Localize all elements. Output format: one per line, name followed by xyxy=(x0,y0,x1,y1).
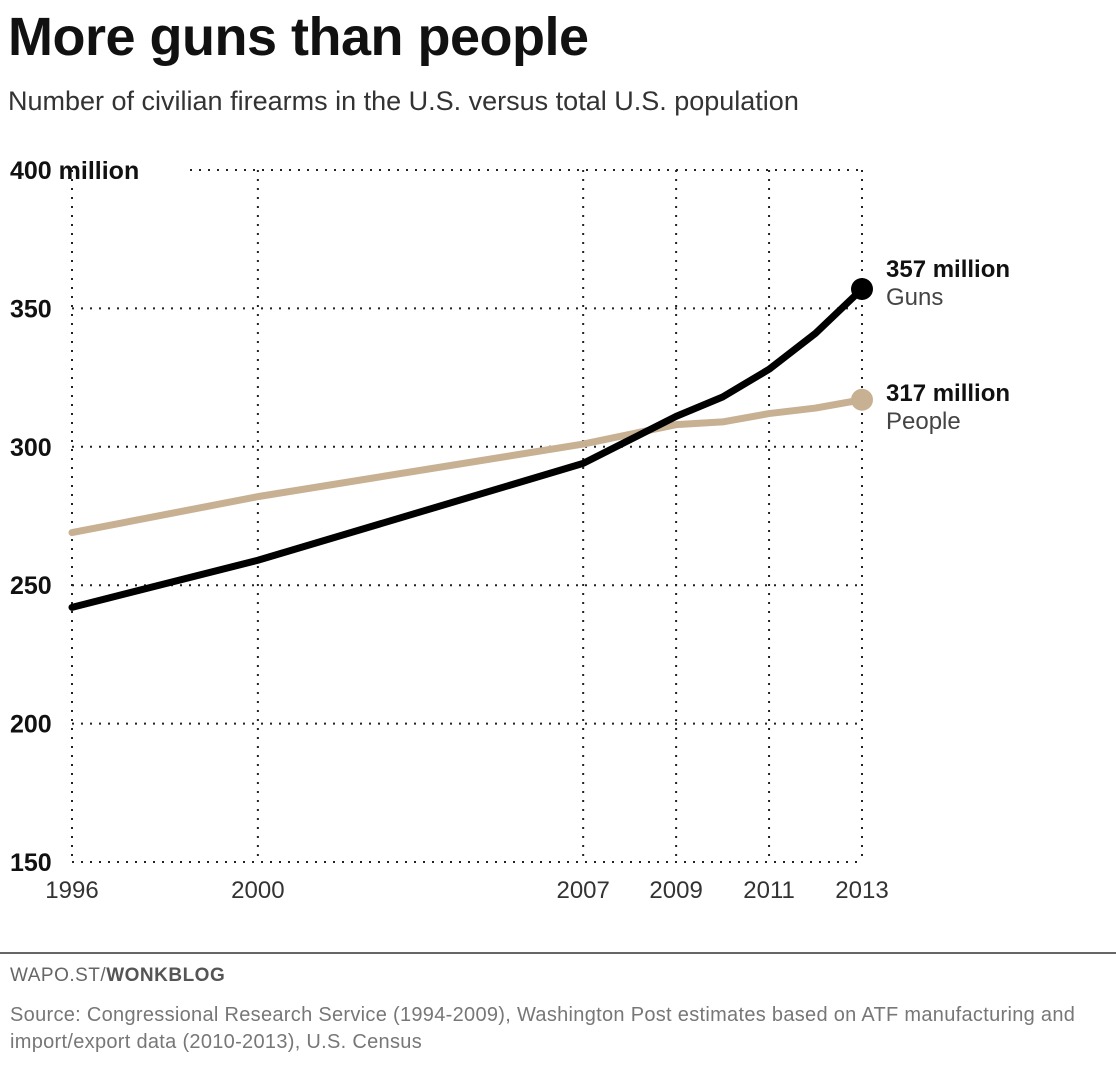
chart-title: More guns than people xyxy=(8,7,589,67)
x-tick-label: 2007 xyxy=(556,877,609,904)
footer-divider xyxy=(0,952,1116,954)
people-end-label: 317 million People xyxy=(886,380,1010,436)
y-tick-label: 400 million xyxy=(10,157,139,185)
chart-subtitle: Number of civilian firearms in the U.S. … xyxy=(8,86,799,116)
series-line-people xyxy=(68,396,866,537)
source-note: Source: Congressional Research Service (… xyxy=(10,1004,1076,1053)
guns-value-label: 357 million xyxy=(886,256,1011,283)
guns-end-label: 357 million Guns xyxy=(886,256,1010,312)
people-value-label: 317 million xyxy=(886,380,1011,407)
series-end-marker-guns xyxy=(851,278,873,301)
series-line-guns xyxy=(68,285,866,611)
credit-brand: WONKBLOG xyxy=(106,965,226,986)
series-end-marker-people xyxy=(851,388,873,411)
credit-prefix: WAPO.ST/ xyxy=(10,965,107,986)
y-tick-label: 250 xyxy=(10,572,52,600)
x-tick-label: 2011 xyxy=(743,877,795,904)
y-tick-label: 350 xyxy=(10,295,52,323)
guns-series-label: Guns xyxy=(886,284,944,311)
x-tick-label: 2009 xyxy=(649,877,702,904)
y-tick-label: 200 xyxy=(10,711,52,739)
x-tick-label: 2013 xyxy=(835,877,888,904)
x-tick-label: 2000 xyxy=(231,877,284,904)
y-tick-label: 150 xyxy=(10,849,52,877)
x-tick-label: 1996 xyxy=(45,877,98,904)
credit: WAPO.ST/WONKBLOG xyxy=(10,965,225,987)
y-tick-label: 300 xyxy=(10,434,52,462)
people-series-label: People xyxy=(886,408,961,435)
